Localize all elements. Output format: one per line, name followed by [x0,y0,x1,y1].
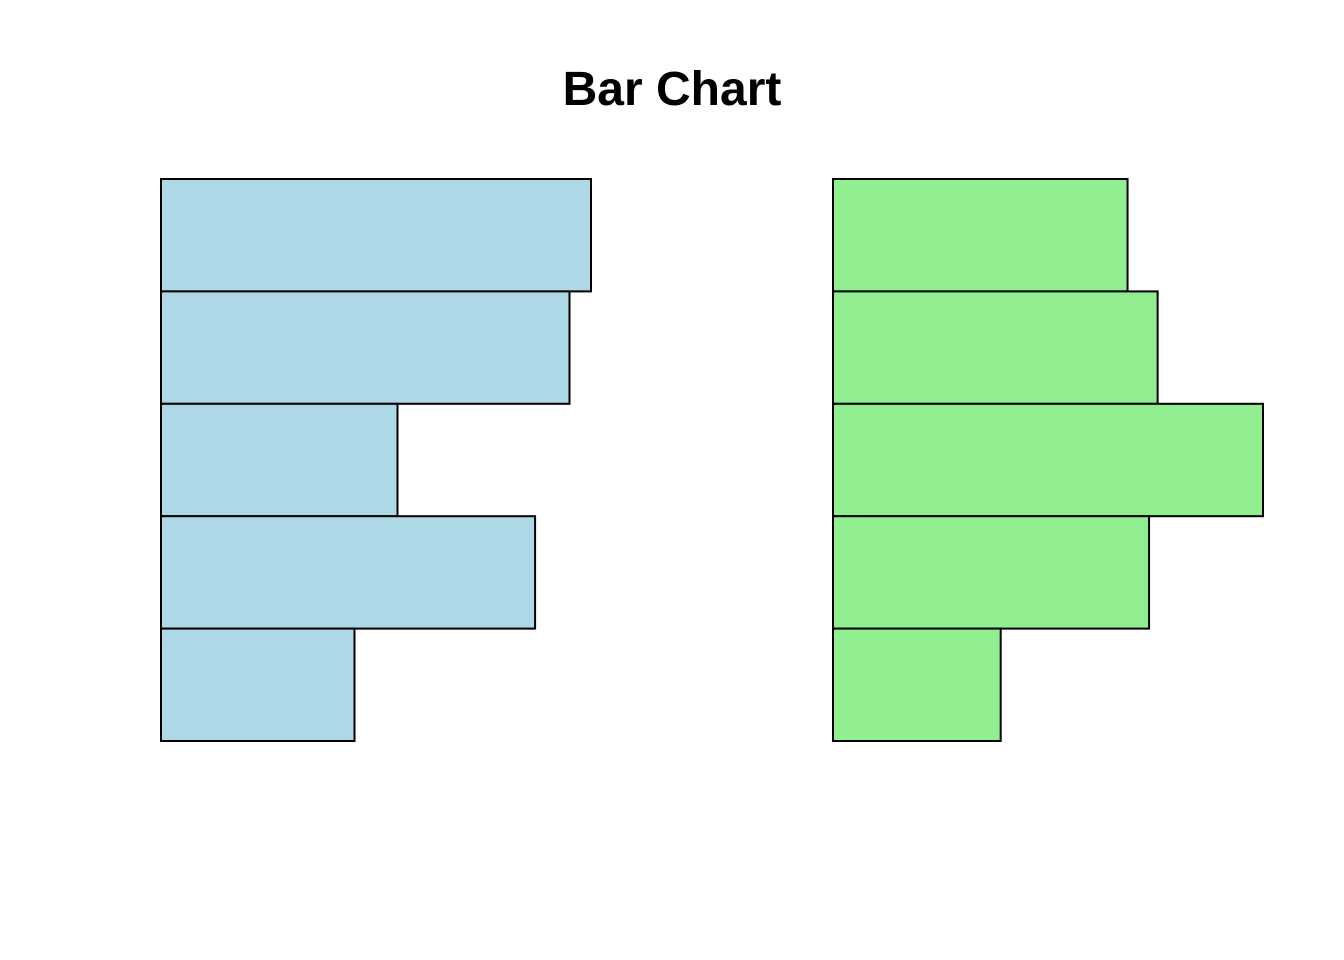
panel-right [832,178,1264,742]
bar-left-2 [160,290,571,405]
bar-right-4 [832,515,1151,630]
bar-left-4 [160,515,537,630]
bar-left-5 [160,627,356,742]
chart-title: Bar Chart [562,63,782,116]
bar-left-3 [160,402,399,518]
bar-right-2 [832,290,1159,405]
bar-right-3 [832,402,1264,518]
bar-right-5 [832,627,1002,742]
bar-right-1 [832,178,1129,293]
bar-left-1 [160,178,592,293]
panel-left [160,178,592,742]
